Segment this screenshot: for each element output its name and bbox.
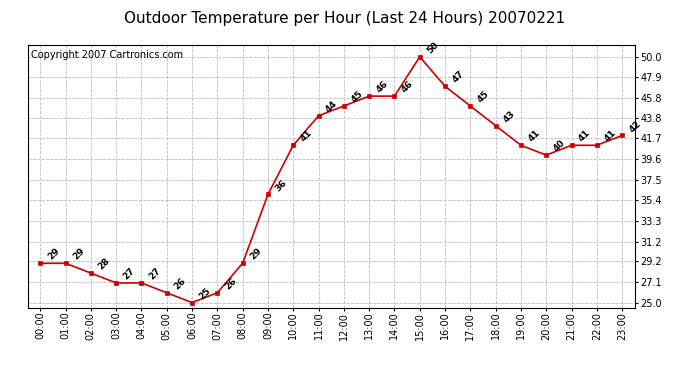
Text: 46: 46 — [375, 80, 390, 95]
Text: Copyright 2007 Cartronics.com: Copyright 2007 Cartronics.com — [30, 50, 183, 60]
Text: 27: 27 — [121, 266, 137, 282]
Text: 44: 44 — [324, 99, 339, 114]
Text: 36: 36 — [273, 178, 288, 193]
Text: 41: 41 — [602, 129, 618, 144]
Text: 25: 25 — [197, 286, 213, 301]
Text: 26: 26 — [172, 276, 188, 291]
Text: 41: 41 — [526, 129, 542, 144]
Text: 27: 27 — [147, 266, 162, 282]
Text: 29: 29 — [71, 247, 86, 262]
Text: 45: 45 — [349, 89, 365, 105]
Text: 45: 45 — [476, 89, 491, 105]
Text: 40: 40 — [552, 138, 567, 154]
Text: 41: 41 — [299, 129, 314, 144]
Text: 42: 42 — [628, 119, 643, 134]
Text: 46: 46 — [400, 80, 415, 95]
Text: 29: 29 — [46, 247, 61, 262]
Text: 29: 29 — [248, 247, 264, 262]
Text: Outdoor Temperature per Hour (Last 24 Hours) 20070221: Outdoor Temperature per Hour (Last 24 Ho… — [124, 11, 566, 26]
Text: 50: 50 — [425, 40, 440, 56]
Text: 43: 43 — [501, 109, 517, 124]
Text: 26: 26 — [223, 276, 238, 291]
Text: 41: 41 — [577, 129, 593, 144]
Text: 28: 28 — [97, 256, 112, 272]
Text: 47: 47 — [451, 69, 466, 85]
